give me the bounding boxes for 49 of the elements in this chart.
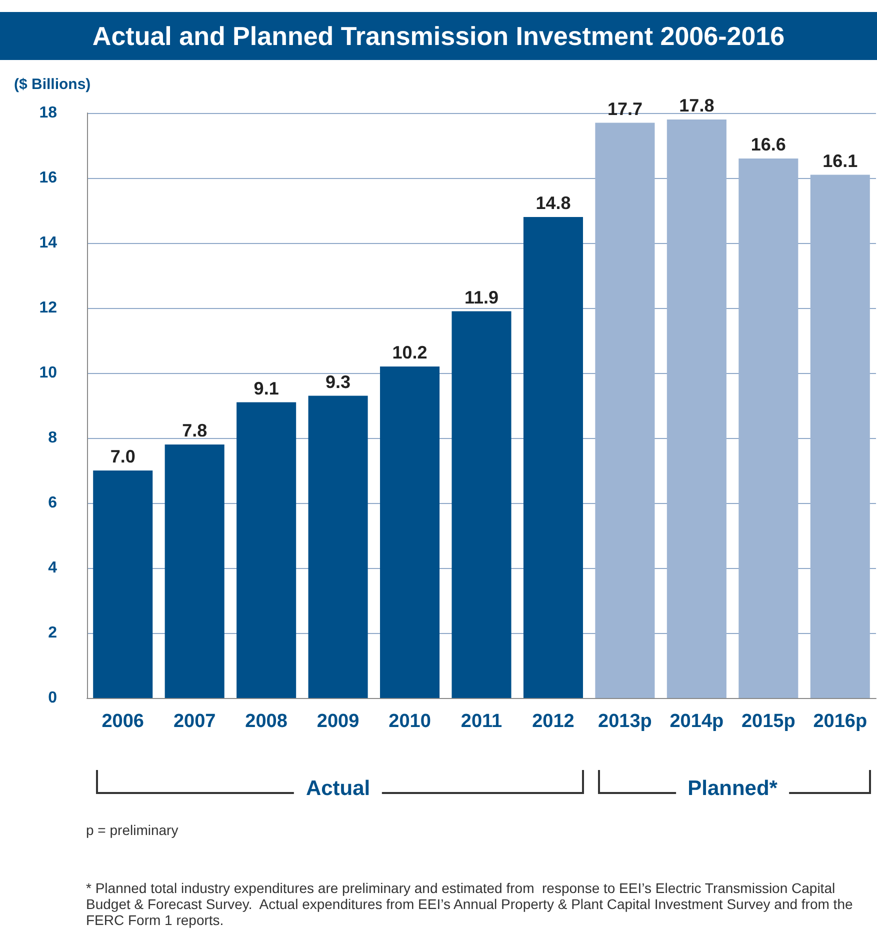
bar — [666, 120, 726, 698]
y-tick-label: 8 — [48, 430, 58, 446]
data-label: 7.8 — [182, 420, 208, 440]
bar — [164, 444, 224, 698]
data-label: 7.0 — [110, 446, 136, 466]
x-tick-label: 2010 — [388, 711, 431, 732]
x-tick-label: 2006 — [102, 711, 144, 732]
y-tick-label: 16 — [39, 170, 58, 186]
x-tick-label: 2014p — [670, 711, 724, 732]
x-tick-label: 2011 — [460, 711, 503, 732]
x-tick-label: 2012 — [532, 711, 574, 732]
x-tick-label: 2007 — [173, 711, 216, 732]
bar — [452, 311, 512, 698]
x-tick-label: 2015p — [741, 711, 796, 732]
data-label: 11.9 — [464, 287, 499, 308]
bar — [236, 402, 296, 698]
data-label: 10.2 — [392, 342, 428, 362]
data-label: 9.3 — [326, 372, 351, 392]
text: * Planned total industry expenditures are preliminary and estimated from response to EEI’s Electric Transmission Capital Budget & Forecast Survey. Actual expenditures from EEI’s Annual Property & Plant Capital Investment Survey and from the FERC Form 1 reports. — [86, 880, 854, 928]
data-label: 9.1 — [254, 378, 279, 398]
text: p = preliminary — [86, 822, 180, 838]
text: Planned* — [676, 777, 790, 801]
bar — [523, 217, 583, 698]
y-tick-label: 18 — [39, 104, 58, 122]
data-label: 16.6 — [750, 134, 786, 154]
x-tick-label: 2013p — [598, 711, 652, 732]
bar — [595, 122, 655, 698]
bar — [810, 174, 870, 698]
y-tick-label: 4 — [48, 560, 58, 576]
y-tick-label: 10 — [39, 364, 58, 382]
y-tick-label: 14 — [39, 234, 58, 252]
y-axis-title: ($ Billions) — [14, 76, 91, 93]
bar — [380, 366, 440, 698]
bar — [308, 396, 368, 698]
data-label: 17.8 — [679, 96, 714, 116]
bar — [93, 470, 153, 698]
y-tick-label: 12 — [39, 300, 58, 316]
y-tick-label: 0 — [48, 690, 58, 706]
x-tick-label: 2016p — [813, 711, 868, 732]
data-label: 16.1 — [822, 150, 858, 171]
y-tick-label: 2 — [48, 624, 58, 642]
y-tick-label: 6 — [48, 494, 58, 512]
bar — [738, 158, 798, 698]
text: Actual — [294, 777, 382, 801]
x-tick-label: 2009 — [316, 711, 360, 732]
x-tick-label: 2008 — [245, 711, 288, 732]
data-label: 17.7 — [607, 98, 642, 119]
data-label: 14.8 — [536, 193, 571, 213]
chart-title: Actual and Planned Transmission Investment 2006-2016 — [0, 12, 877, 60]
